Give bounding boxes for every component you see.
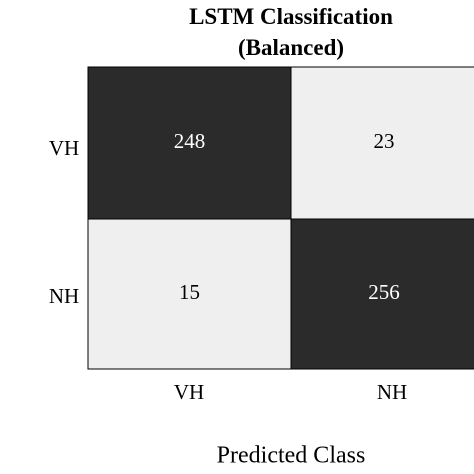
- matrix-cell-nh-vh: [87, 218, 292, 370]
- chart-title-line-2: (Balanced): [238, 35, 344, 60]
- matrix-value-vh-vh: 248: [174, 129, 206, 153]
- x-axis-label: Predicted Class: [217, 443, 366, 469]
- x-tick-label-nh: NH: [377, 380, 407, 404]
- matrix-value-vh-nh: 23: [374, 129, 395, 153]
- matrix-cells: [87, 66, 474, 370]
- x-tick-label-vh: VH: [174, 380, 204, 404]
- y-tick-label-vh: VH: [49, 136, 79, 160]
- y-tick-label-nh: NH: [49, 284, 79, 308]
- matrix-cell-labels: 248 23 15 256: [174, 129, 400, 304]
- matrix-cell-vh-nh: [290, 66, 474, 220]
- chart-title-line-1: LSTM Classification: [189, 4, 393, 29]
- matrix-cell-nh-nh: [290, 218, 474, 370]
- matrix-value-nh-vh: 15: [179, 280, 200, 304]
- matrix-value-nh-nh: 256: [368, 280, 400, 304]
- matrix-cell-vh-vh: [87, 66, 292, 220]
